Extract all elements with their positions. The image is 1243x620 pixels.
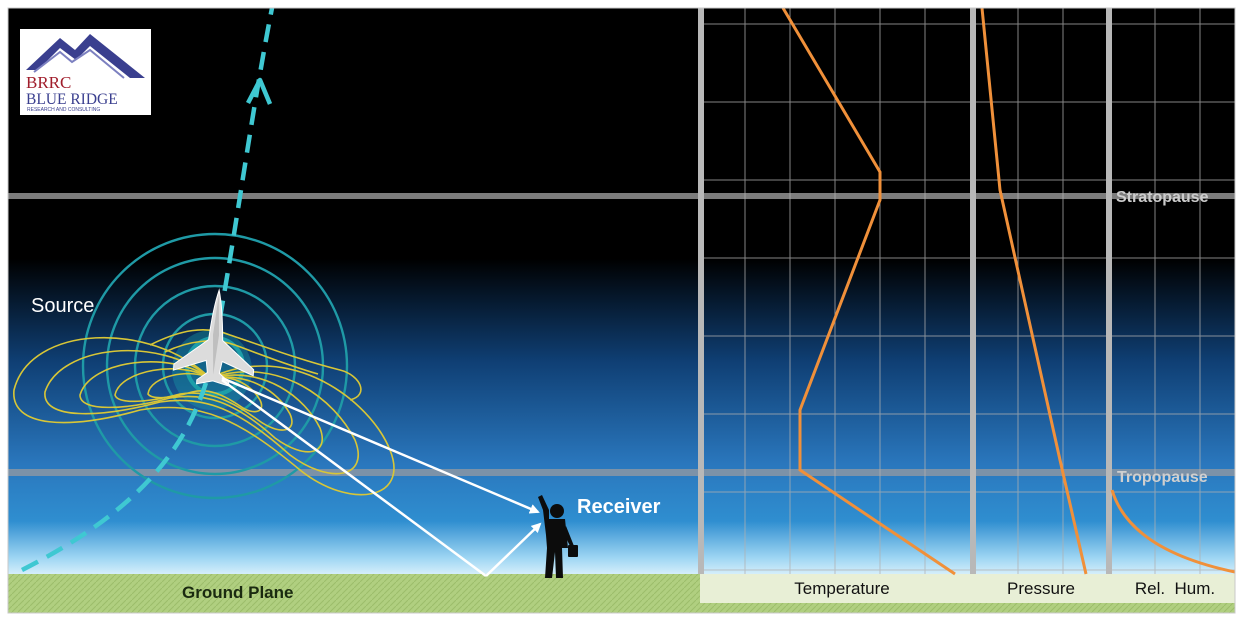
source-label: Source — [31, 295, 94, 317]
mountain-logo-icon — [26, 34, 145, 78]
ground-plane-label: Ground Plane — [182, 583, 293, 602]
temperature-panel-label: Temperature — [794, 579, 889, 598]
profile-label-strip — [700, 574, 1235, 603]
receiver-label: Receiver — [577, 496, 661, 518]
pressure-profile-curve — [980, 7, 1088, 575]
stratopause-line — [8, 193, 1235, 199]
diagram-frame — [7, 7, 1236, 614]
temperature-profile-curve — [781, 7, 956, 576]
humidity-panel-label: Rel. Hum. — [1135, 579, 1215, 598]
humidity-profile-curve — [1110, 489, 1236, 574]
trajectory-arrowhead-icon — [246, 77, 273, 105]
pressure-panel-label: Pressure — [1007, 579, 1075, 598]
brrc-logo: BRRC BLUE RIDGE RESEARCH AND CONSULTING — [20, 29, 151, 115]
pressure-contours — [13, 329, 395, 496]
tropopause-label: Tropopause — [1117, 469, 1208, 486]
sky-background — [8, 8, 1235, 578]
profile-panel-dividers — [698, 8, 1112, 574]
logo-tagline: RESEARCH AND CONSULTING — [27, 107, 100, 113]
logo-acronym: BRRC — [26, 73, 71, 92]
propagation-rays — [221, 376, 542, 578]
logo-name: BLUE RIDGE — [26, 91, 118, 108]
profile-grid — [700, 8, 1235, 574]
supersonic-jet-icon — [172, 288, 255, 387]
tropopause-line — [8, 469, 1235, 476]
stratopause-label: Stratopause — [1116, 189, 1209, 206]
person-pointing-icon — [538, 495, 578, 578]
